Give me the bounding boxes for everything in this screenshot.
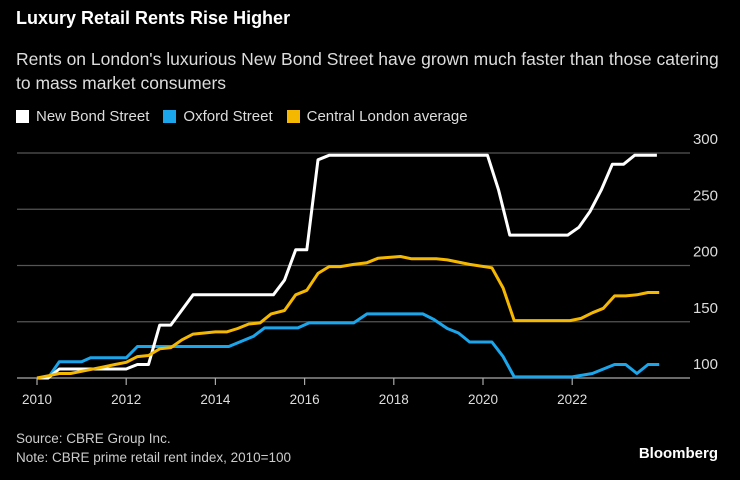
series-line-oxford-street bbox=[37, 312, 660, 380]
x-tick-label: 2020 bbox=[468, 392, 498, 407]
y-tick-label: 150 bbox=[693, 300, 718, 317]
x-tick-label: 2014 bbox=[200, 392, 231, 407]
y-tick-label: 300 bbox=[693, 131, 718, 148]
x-tick-label: 2012 bbox=[111, 392, 141, 407]
chart-subtitle: Rents on London's luxurious New Bond Str… bbox=[16, 49, 719, 93]
y-tick-label: 100 bbox=[693, 356, 718, 373]
y-tick-label: 250 bbox=[693, 187, 718, 204]
x-tick-label: 2016 bbox=[290, 392, 320, 407]
legend-label: Oxford Street bbox=[183, 108, 273, 125]
legend-label: Central London average bbox=[306, 108, 468, 125]
legend-item-oxford: Oxford Street bbox=[163, 108, 273, 125]
source-note: Source: CBRE Group Inc. bbox=[16, 431, 171, 446]
legend-item-central: Central London average bbox=[286, 108, 468, 125]
y-tick-label: 200 bbox=[693, 244, 718, 261]
legend: New Bond Street Oxford Street Central Lo… bbox=[16, 108, 468, 125]
legend-swatch-icon bbox=[163, 110, 177, 123]
legend-label: New Bond Street bbox=[36, 108, 150, 125]
chart-title: Luxury Retail Rents Rise Higher bbox=[16, 8, 291, 28]
series-line-central-london-average bbox=[36, 255, 660, 380]
legend-item-new-bond: New Bond Street bbox=[16, 108, 149, 125]
footnote: Note: CBRE prime retail rent index, 2010… bbox=[16, 450, 292, 465]
legend-swatch-icon bbox=[286, 110, 300, 123]
x-tick-label: 2022 bbox=[557, 392, 587, 407]
legend-swatch-icon bbox=[16, 110, 29, 123]
bloomberg-logo: Bloomberg bbox=[638, 445, 718, 462]
series-line-new-bond-street bbox=[37, 153, 657, 380]
x-tick-label: 2010 bbox=[22, 392, 52, 407]
x-tick-label: 2018 bbox=[379, 392, 409, 407]
